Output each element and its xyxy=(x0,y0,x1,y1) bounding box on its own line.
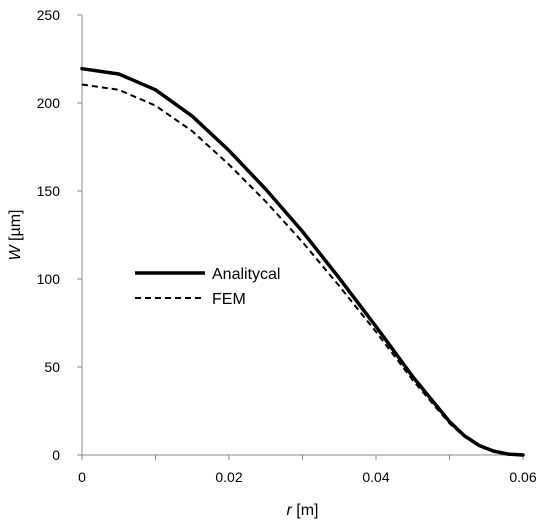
y-axis-variable: W xyxy=(7,244,24,261)
x-tick-label: 0.02 xyxy=(215,469,242,485)
y-tick-label: 200 xyxy=(37,95,61,111)
y-tick-label: 150 xyxy=(37,183,61,199)
y-tick-label: 50 xyxy=(44,359,60,375)
x-axis-title: r [m] xyxy=(287,502,319,519)
x-axis-variable: r xyxy=(287,502,293,519)
y-axis-title: W [µm] xyxy=(7,210,24,261)
legend-label-fem: FEM xyxy=(212,291,246,308)
legend: Analitycal FEM xyxy=(135,266,280,308)
axes xyxy=(81,15,523,456)
series-line-fem xyxy=(81,83,524,456)
y-tick-label: 250 xyxy=(37,7,61,23)
series-layer xyxy=(80,66,525,457)
x-tick-label: 0.04 xyxy=(362,469,389,485)
x-axis-ticks: 0 0.02 0.04 0.06 xyxy=(78,455,537,485)
x-tick-label: 0 xyxy=(78,469,86,485)
y-axis-unit: [µm] xyxy=(7,210,24,246)
y-tick-label: 0 xyxy=(52,447,60,463)
y-axis-ticks: 0 50 100 150 200 250 xyxy=(37,7,82,463)
x-axis-unit: [m] xyxy=(292,502,319,519)
x-tick-label: 0.06 xyxy=(509,469,536,485)
y-tick-label: 100 xyxy=(37,271,61,287)
legend-label-analitycal: Analitycal xyxy=(212,266,280,283)
series-line-analitycal xyxy=(80,66,525,457)
